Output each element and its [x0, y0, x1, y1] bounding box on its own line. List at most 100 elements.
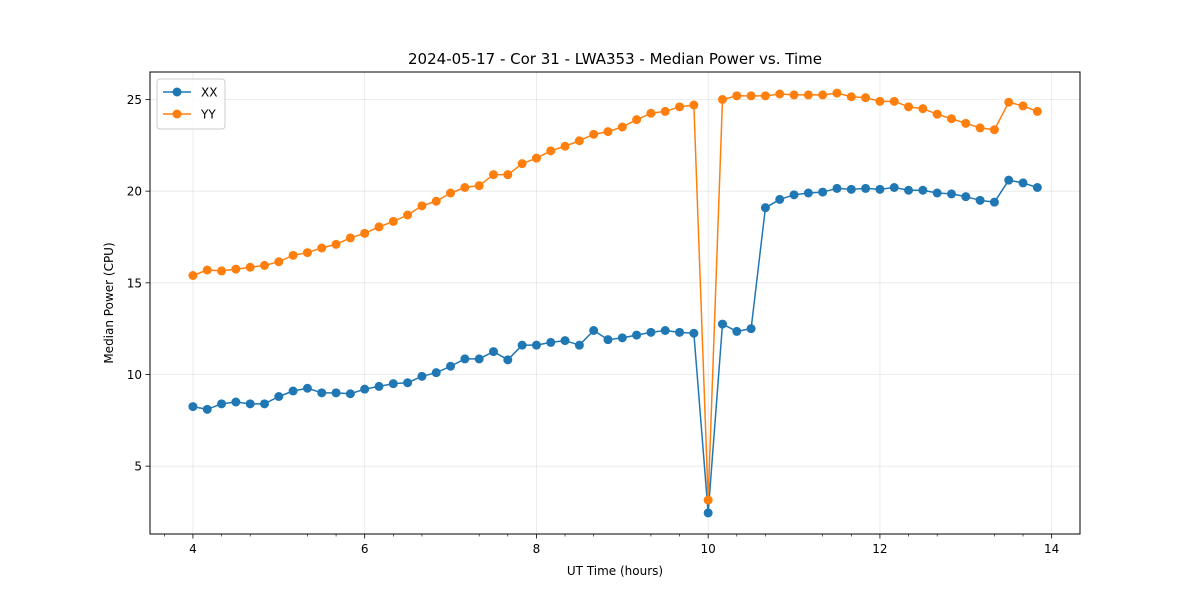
data-point-yy	[517, 159, 527, 169]
x-tick-label: 6	[361, 542, 369, 556]
data-point-yy	[331, 239, 341, 249]
data-point-yy	[374, 222, 384, 232]
data-point-yy	[274, 257, 284, 267]
data-point-xx	[231, 397, 241, 407]
data-point-yy	[789, 90, 799, 100]
data-point-yy	[689, 100, 699, 110]
data-point-yy	[446, 188, 456, 198]
y-tick-label: 25	[127, 93, 142, 107]
data-point-xx	[746, 324, 756, 334]
data-point-yy	[932, 109, 942, 119]
data-point-yy	[188, 271, 198, 280]
data-point-xx	[675, 327, 685, 337]
data-point-xx	[345, 389, 355, 399]
data-point-xx	[818, 187, 828, 197]
data-point-xx	[388, 379, 398, 389]
data-point-xx	[861, 183, 871, 193]
legend-marker	[172, 87, 182, 97]
data-point-yy	[732, 91, 742, 101]
data-point-yy	[245, 262, 255, 272]
data-point-xx	[646, 327, 656, 337]
data-point-yy	[961, 118, 971, 128]
data-point-yy	[846, 92, 856, 102]
data-point-xx	[589, 326, 599, 335]
data-point-yy	[603, 127, 613, 137]
data-point-xx	[460, 354, 470, 364]
data-point-yy	[818, 90, 828, 100]
y-tick-label: 20	[127, 185, 142, 199]
data-point-yy	[989, 125, 999, 135]
legend-label: YY	[200, 108, 216, 122]
data-point-xx	[603, 335, 613, 345]
legend-marker	[172, 109, 182, 119]
data-point-xx	[288, 386, 298, 396]
data-point-xx	[632, 330, 642, 340]
legend-item-xx: XX	[163, 86, 217, 100]
data-point-yy	[832, 88, 842, 98]
data-point-xx	[932, 188, 942, 198]
data-point-xx	[503, 355, 513, 365]
data-point-yy	[403, 210, 413, 220]
data-point-xx	[374, 381, 384, 391]
y-tick-label: 10	[127, 368, 142, 382]
data-point-yy	[975, 123, 985, 133]
data-point-xx	[274, 392, 284, 401]
x-tick-label: 4	[189, 542, 197, 556]
data-point-yy	[889, 96, 899, 106]
data-point-yy	[531, 153, 541, 163]
data-point-yy	[717, 95, 727, 104]
data-point-yy	[560, 141, 570, 151]
data-point-xx	[732, 326, 742, 336]
data-point-xx	[789, 190, 799, 200]
data-point-xx	[245, 399, 255, 409]
y-tick-label: 5	[134, 460, 142, 474]
data-point-yy	[217, 266, 227, 276]
data-point-yy	[302, 248, 312, 258]
data-point-xx	[403, 378, 413, 388]
data-point-yy	[675, 102, 685, 112]
data-point-yy	[1004, 97, 1014, 107]
data-point-yy	[345, 233, 355, 243]
data-point-yy	[803, 90, 813, 100]
data-point-yy	[904, 102, 914, 112]
data-point-xx	[1004, 175, 1014, 185]
y-axis-label: Median Power (CPU)	[102, 242, 116, 363]
x-axis-label: UT Time (hours)	[567, 564, 663, 578]
data-point-xx	[331, 388, 341, 398]
data-point-yy	[503, 170, 513, 180]
data-point-xx	[302, 383, 312, 393]
data-point-xx	[875, 184, 885, 194]
data-point-yy	[760, 91, 770, 101]
data-point-yy	[259, 260, 269, 270]
data-point-xx	[446, 361, 456, 371]
data-point-xx	[832, 183, 842, 193]
data-point-xx	[560, 336, 570, 346]
data-point-yy	[946, 114, 956, 124]
data-point-xx	[188, 402, 198, 412]
data-point-xx	[217, 399, 227, 409]
data-point-yy	[589, 129, 599, 139]
plot-frame	[149, 71, 1081, 535]
data-point-xx	[775, 194, 785, 204]
data-point-xx	[546, 337, 556, 347]
data-point-xx	[975, 195, 985, 205]
data-point-yy	[431, 196, 441, 206]
data-point-yy	[474, 181, 484, 191]
data-point-xx	[531, 340, 541, 350]
data-point-xx	[474, 354, 484, 364]
legend-label: XX	[201, 86, 217, 100]
legend: XX YY	[156, 78, 226, 130]
x-tick-label: 12	[872, 542, 887, 556]
data-point-yy	[875, 96, 885, 106]
data-point-yy	[918, 104, 928, 114]
data-point-yy	[460, 183, 470, 192]
x-tick-label: 10	[701, 542, 716, 556]
data-point-yy	[646, 108, 656, 118]
data-point-xx	[360, 384, 370, 394]
data-point-yy	[632, 115, 642, 125]
data-point-xx	[689, 328, 699, 338]
data-point-yy	[660, 106, 670, 116]
data-point-xx	[803, 188, 813, 198]
data-point-yy	[703, 495, 713, 505]
data-point-xx	[617, 333, 627, 343]
